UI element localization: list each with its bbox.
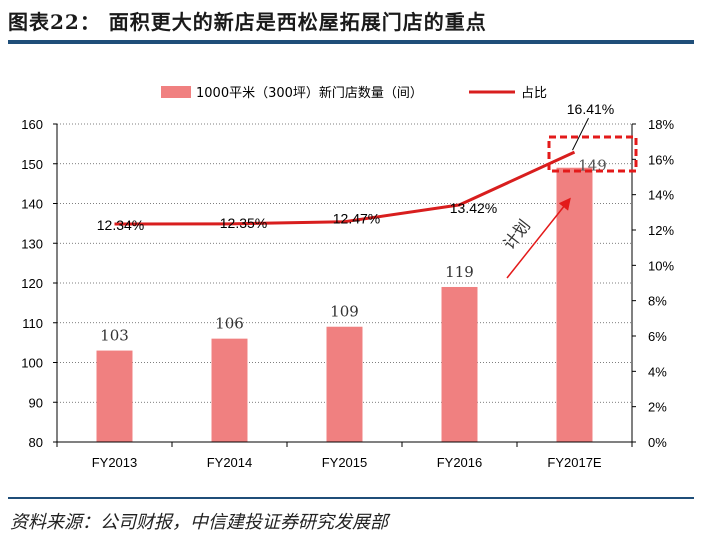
y-right-tick-label: 8% [648,294,667,309]
x-tick-label: FY2015 [322,455,368,470]
source-note: 资料来源：公司财报，中信建投证券研究发展部 [10,512,388,533]
y-left-tick-label: 90 [29,395,43,410]
line-value-label: 12.34% [97,217,144,233]
y-right-tick-label: 16% [648,152,674,167]
bar-value-label: 106 [215,315,244,333]
y-right-tick-label: 14% [648,188,674,203]
y-left-tick-label: 120 [21,276,43,291]
bottom-rule [8,497,694,499]
y-right-tick-label: 4% [648,364,667,379]
y-right-tick-label: 18% [648,117,674,132]
bar [556,167,593,442]
bar [211,338,248,442]
y-left-tick-label: 160 [21,117,43,132]
line-value-label: 12.35% [220,215,267,231]
leader-line [572,117,589,151]
bar-value-label: 119 [445,263,474,281]
y-right-tick-label: 12% [648,223,674,238]
line-series [114,150,576,226]
bar [96,350,133,442]
legend-label-line: 占比 [521,86,547,101]
y-left-tick-label: 80 [29,435,43,450]
y-left-tick-label: 110 [22,316,43,331]
x-tick-label: FY2013 [92,455,138,470]
y-left-tick-label: 150 [21,157,43,172]
title-rule [8,40,694,44]
x-tick-label: FY2016 [437,455,483,470]
y-right-tick-label: 0% [648,435,667,450]
y-right-tick-label: 10% [648,258,674,273]
line-value-label: 12.47% [333,211,380,227]
x-tick-label: FY2017E [547,455,602,470]
annotation-label: 计划 [499,216,534,253]
bar [326,326,363,442]
bar [441,286,478,442]
bar-value-label: 103 [100,327,129,345]
x-tick-label: FY2014 [207,455,253,470]
y-right-tick-label: 2% [648,400,667,415]
legend-label-bar: 1000平米（300坪）新门店数量（间） [196,85,423,101]
line-value-label: 13.42% [450,200,497,216]
y-left-tick-label: 100 [21,356,43,371]
y-left-tick-label: 130 [21,236,43,251]
y-left-tick-label: 140 [21,197,43,212]
legend-swatch-bar [161,86,191,98]
figure-title: 图表22： 面积更大的新店是西松屋拓展门店的重点 [8,10,487,34]
y-right-tick-label: 6% [648,329,667,344]
line-value-label: 16.41% [567,101,614,117]
annotation-arrow [506,197,571,279]
bar-value-label: 109 [330,303,359,321]
highlight-box [547,135,638,173]
